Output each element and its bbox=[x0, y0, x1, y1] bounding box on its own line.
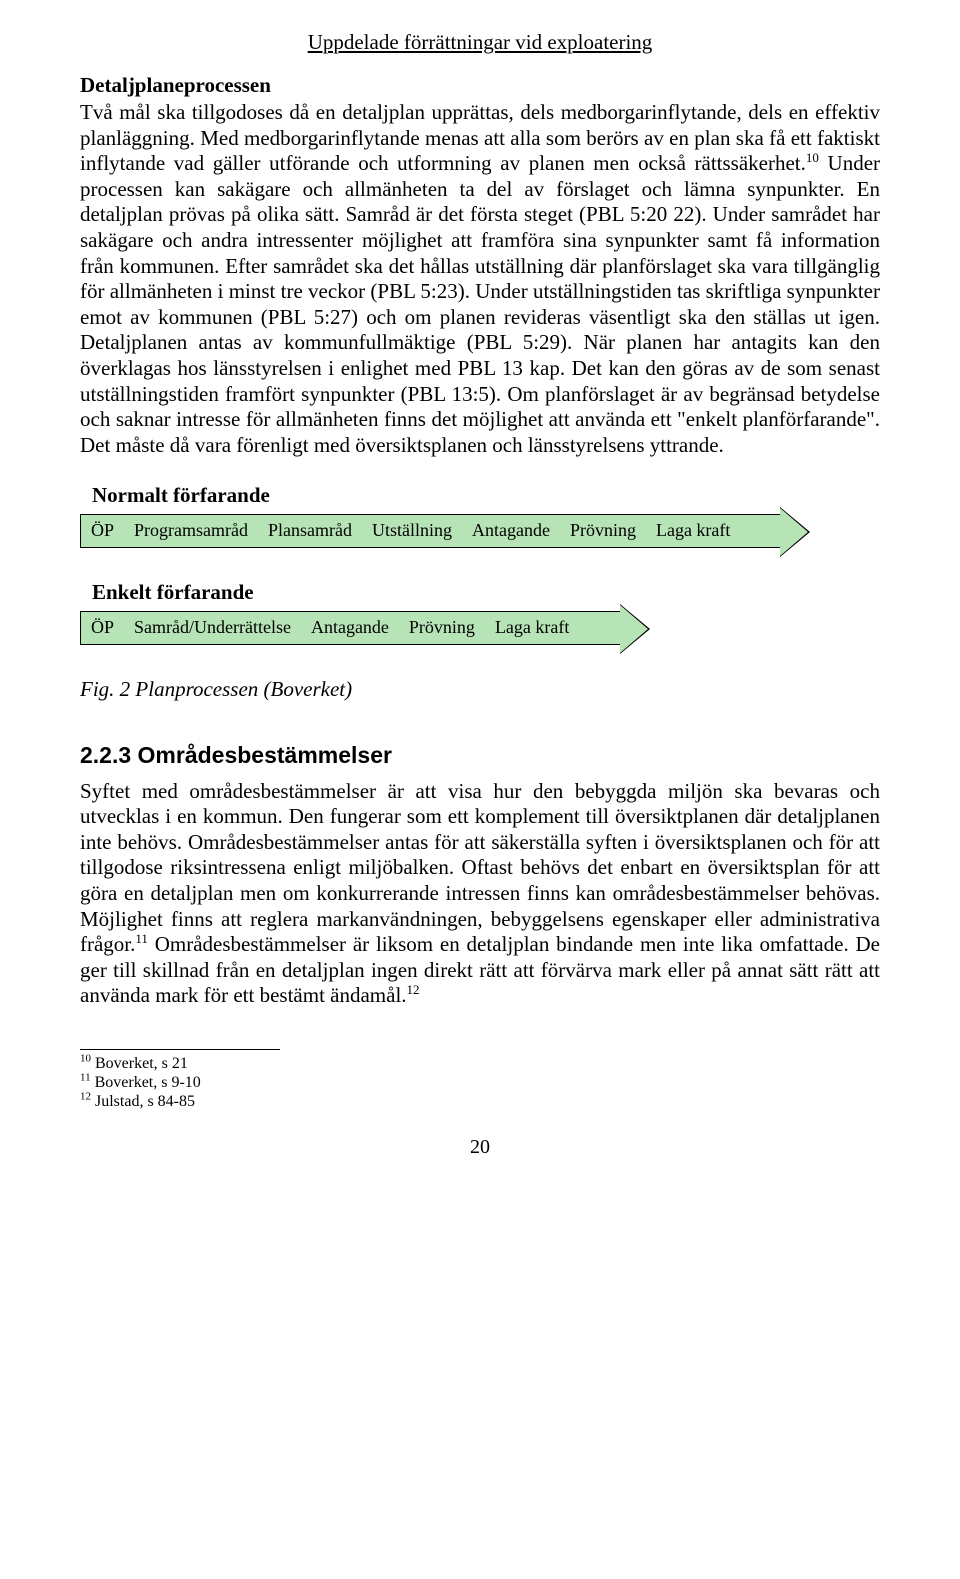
section2-body: Syftet med områdesbestämmelser är att vi… bbox=[80, 779, 880, 1009]
section-heading-omradesbestammelser: 2.2.3 Områdesbestämmelser bbox=[80, 742, 880, 769]
diagram1-title: Normalt förfarande bbox=[92, 483, 880, 508]
diagram2-title: Enkelt förfarande bbox=[92, 580, 880, 605]
footnote-line: 10 Boverket, s 21 bbox=[80, 1054, 880, 1073]
section-title-detaljplaneprocessen: Detaljplaneprocessen bbox=[80, 73, 880, 98]
diagram1-step: Plansamråd bbox=[268, 520, 352, 541]
section1-body-part1: Två mål ska tillgodoses då en detaljplan… bbox=[80, 100, 880, 175]
figure-caption: Fig. 2 Planprocessen (Boverket) bbox=[80, 677, 880, 702]
diagram2-step: Laga kraft bbox=[495, 617, 569, 638]
footnote-separator bbox=[80, 1049, 280, 1050]
diagram2-step: Antagande bbox=[311, 617, 389, 638]
footnote-number: 10 bbox=[80, 1053, 91, 1065]
footnotes: 10 Boverket, s 2111 Boverket, s 9-1012 J… bbox=[80, 1054, 880, 1112]
diagram1-step: Utställning bbox=[372, 520, 452, 541]
diagram1-step: Prövning bbox=[570, 520, 636, 541]
section2-body-part2: Områdesbestämmelser är liksom en detaljp… bbox=[80, 932, 880, 1007]
footnote-number: 11 bbox=[80, 1072, 91, 1084]
diagram-normalt-forfarande: Normalt förfarande ÖP Programsamråd Plansa… bbox=[80, 483, 880, 552]
footnote-text: Julstad, s 84-85 bbox=[91, 1093, 195, 1110]
diagram2-step: Prövning bbox=[409, 617, 475, 638]
section2-body-part1: Syftet med områdesbestämmelser är att vi… bbox=[80, 779, 880, 957]
footnote-text: Boverket, s 21 bbox=[91, 1055, 188, 1072]
page-number: 20 bbox=[80, 1136, 880, 1159]
footnote-line: 12 Julstad, s 84-85 bbox=[80, 1092, 880, 1111]
footnote-text: Boverket, s 9-10 bbox=[91, 1074, 201, 1091]
diagram1-step: Laga kraft bbox=[656, 520, 730, 541]
diagram-enkelt-forfarande: Enkelt förfarande ÖP Samråd/Underrättelse… bbox=[80, 580, 880, 649]
running-header: Uppdelade förrättningar vid exploatering bbox=[80, 30, 880, 55]
diagram1-step: Programsamråd bbox=[134, 520, 248, 541]
diagram1-step: ÖP bbox=[91, 520, 114, 541]
footnote-ref-10: 10 bbox=[806, 150, 819, 165]
footnote-ref-12: 12 bbox=[407, 982, 420, 997]
footnote-line: 11 Boverket, s 9-10 bbox=[80, 1073, 880, 1092]
footnote-ref-11: 11 bbox=[135, 931, 148, 946]
diagram2-step: ÖP bbox=[91, 617, 114, 638]
diagram1-step: Antagande bbox=[472, 520, 550, 541]
diagram2-step: Samråd/Underrättelse bbox=[134, 617, 291, 638]
section1-body-part2: Under processen kan sakägare och allmänh… bbox=[80, 151, 880, 457]
section1-body: Två mål ska tillgodoses då en detaljplan… bbox=[80, 100, 880, 459]
footnote-number: 12 bbox=[80, 1091, 91, 1103]
